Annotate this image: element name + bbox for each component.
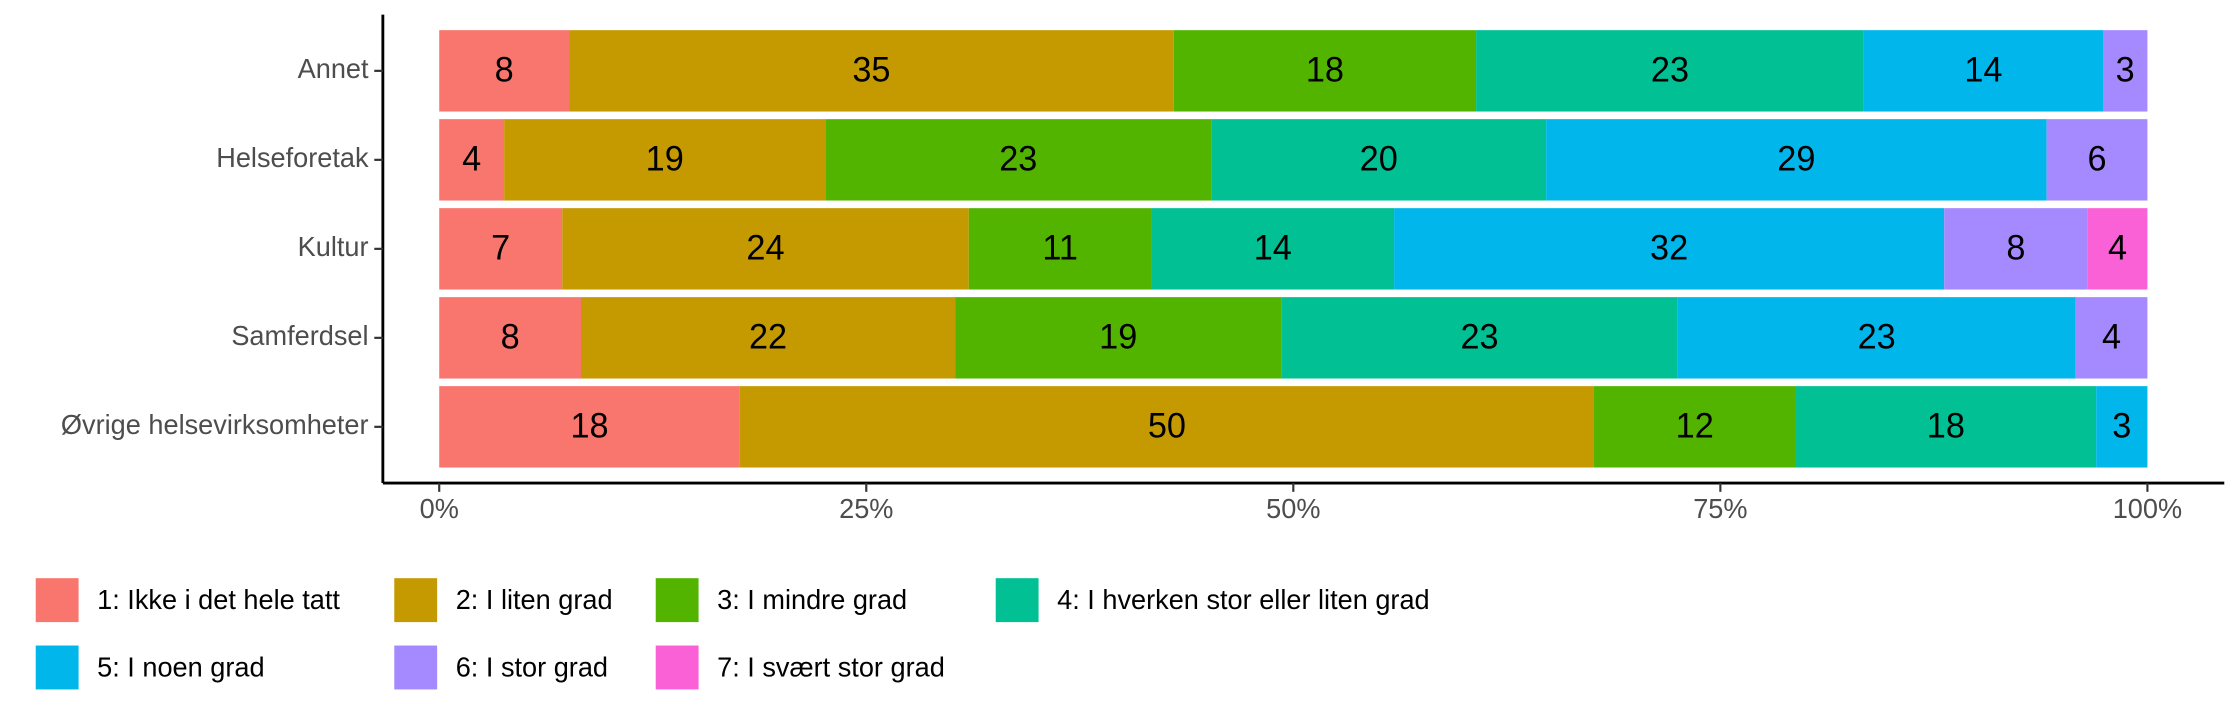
bar-segment: [1173, 30, 1477, 112]
legend-key: [995, 578, 1039, 623]
bar-segment: [1863, 30, 2104, 112]
bar-segment: [739, 386, 1594, 468]
bar-segment: [968, 208, 1152, 290]
y-tick-label: Annet: [298, 53, 369, 84]
x-tick-label: 50%: [1266, 493, 1320, 524]
legend-label: 5: I noen grad: [97, 651, 264, 682]
bar-segment: [2087, 208, 2148, 290]
bar-segment: [1211, 119, 1547, 201]
data-label: 18: [570, 407, 608, 445]
data-label: 20: [1360, 140, 1398, 178]
x-tick-label: 0%: [420, 493, 459, 524]
y-tick-label: Helseforetak: [216, 142, 369, 173]
data-label: 11: [1042, 229, 1078, 267]
bar-segment: [1546, 119, 2047, 201]
bar-segment: [2096, 386, 2148, 468]
x-tick-label: 100%: [2113, 493, 2182, 524]
data-label: 24: [746, 229, 784, 267]
x-tick-label: 25%: [839, 493, 893, 524]
data-label: 19: [1099, 318, 1137, 356]
bar-segment: [569, 30, 1174, 112]
legend-label: 2: I liten grad: [456, 584, 613, 615]
bar-segment: [2075, 297, 2148, 379]
y-tick-label: Kultur: [298, 231, 369, 262]
bar-segment: [1593, 386, 1796, 468]
bar-segment: [1795, 386, 2097, 468]
bar-segment: [439, 297, 582, 379]
data-label: 4: [462, 140, 481, 178]
bar-segment: [439, 119, 505, 201]
data-label: 8: [495, 51, 514, 89]
x-tick-label: 75%: [1693, 493, 1747, 524]
legend-key: [35, 578, 79, 623]
y-tick-label: Øvrige helsevirksomheter: [61, 409, 369, 440]
data-label: 3: [2112, 407, 2131, 445]
bar-segment: [581, 297, 956, 379]
legend-key: [394, 578, 438, 623]
bar-segment: [1151, 208, 1395, 290]
data-label: 22: [749, 318, 787, 356]
legend-key: [394, 645, 438, 690]
data-label: 14: [1964, 51, 2002, 89]
bar-segment: [1394, 208, 1945, 290]
legend-key: [655, 645, 699, 690]
data-label: 29: [1777, 140, 1815, 178]
data-label: 23: [999, 140, 1037, 178]
legend-label: 4: I hverken stor eller liten grad: [1057, 584, 1430, 615]
legend-key: [35, 645, 79, 690]
bar-segment: [2103, 30, 2148, 112]
legend-key: [655, 578, 699, 623]
data-label: 4: [2102, 318, 2121, 356]
data-label: 19: [646, 140, 684, 178]
bar-segment: [439, 386, 740, 468]
data-label: 23: [1460, 318, 1498, 356]
data-label: 8: [2006, 229, 2025, 267]
data-label: 50: [1148, 407, 1186, 445]
data-label: 8: [501, 318, 520, 356]
bar-segment: [1476, 30, 1864, 112]
bar-segment: [1944, 208, 2088, 290]
data-label: 23: [1858, 318, 1896, 356]
bar-segment: [955, 297, 1282, 379]
data-label: 3: [2116, 51, 2135, 89]
data-label: 35: [852, 51, 890, 89]
data-label: 18: [1306, 51, 1344, 89]
data-label: 12: [1676, 407, 1714, 445]
bar-segment: [562, 208, 969, 290]
bar-segment: [1677, 297, 2076, 379]
bar-segment: [825, 119, 1212, 201]
data-label: 23: [1651, 51, 1689, 89]
legend-label: 3: I mindre grad: [717, 584, 907, 615]
bar-segment: [504, 119, 826, 201]
data-label: 4: [2108, 229, 2127, 267]
legend-label: 7: I svært stor grad: [717, 651, 945, 682]
data-label: 6: [2087, 140, 2106, 178]
data-label: 14: [1254, 229, 1292, 267]
legend-label: 6: I stor grad: [456, 651, 608, 682]
bar-segment: [2046, 119, 2148, 201]
data-label: 18: [1927, 407, 1965, 445]
legend-label: 1: Ikke i det hele tatt: [97, 584, 340, 615]
bar-segment: [1281, 297, 1678, 379]
y-tick-label: Samferdsel: [231, 320, 368, 351]
data-label: 32: [1650, 229, 1688, 267]
bar-segment: [439, 30, 570, 112]
bar-segment: [439, 208, 563, 290]
data-label: 7: [491, 229, 510, 267]
